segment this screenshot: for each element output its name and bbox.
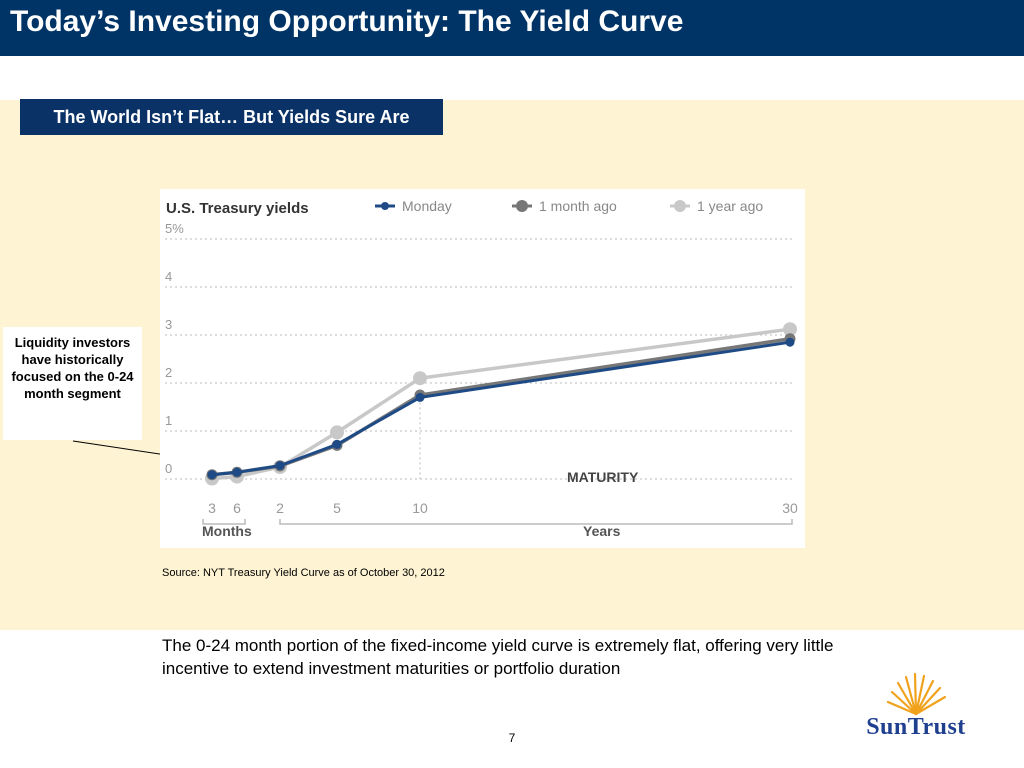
page-number: 7 [508, 731, 516, 745]
x-tick-label: 3 [208, 500, 216, 516]
y-tick-label: 5% [165, 221, 184, 236]
x-tick-label: 30 [782, 500, 798, 516]
data-point-one_year [330, 425, 344, 440]
data-point-one_year [783, 322, 797, 337]
logo-wordmark: SunTrust [866, 714, 966, 740]
legend-marker-monday [381, 202, 389, 210]
data-point-monday [785, 337, 795, 347]
x-group-label-years: Years [583, 523, 621, 539]
x-tick-label: 6 [233, 500, 241, 516]
data-point-monday [232, 467, 242, 477]
x-group-label-months: Months [202, 523, 252, 539]
footnote-text: The 0-24 month portion of the fixed-inco… [162, 636, 834, 678]
callout-text: Liquidity investors have historically fo… [11, 335, 134, 401]
y-tick-label: 2 [165, 365, 172, 380]
suntrust-logo: SunTrust [858, 672, 974, 746]
legend-label-one_month: 1 month ago [539, 198, 617, 214]
y-tick-label: 1 [165, 413, 172, 428]
x-axis-label: MATURITY [567, 469, 639, 485]
data-point-monday [332, 439, 342, 449]
y-tick-label: 4 [165, 269, 172, 284]
data-point-one_year [413, 371, 427, 386]
yield-chart: U.S. Treasury yields Monday 1 month ago 1 y… [160, 189, 805, 548]
months-bracket [202, 519, 246, 525]
sunburst-icon [886, 672, 947, 716]
legend-label-one_year: 1 year ago [697, 198, 763, 214]
legend-marker-one_month [516, 200, 528, 212]
y-tick-label: 3 [165, 317, 172, 332]
slide-subtitle: The World Isn’t Flat… But Yields Sure Ar… [20, 99, 443, 135]
yield-chart-svg: U.S. Treasury yields Monday 1 month ago 1 y… [165, 198, 798, 539]
source-note: Source: NYT Treasury Yield Curve as of O… [162, 567, 445, 579]
chart-title: U.S. Treasury yields [166, 200, 309, 217]
title-bar: Today’s Investing Opportunity: The Yield… [0, 0, 1024, 56]
slide-title: Today’s Investing Opportunity: The Yield… [10, 5, 684, 38]
years-bracket [279, 519, 793, 525]
data-point-monday [207, 470, 217, 480]
x-tick-label: 5 [333, 500, 341, 516]
x-tick-label: 10 [412, 500, 428, 516]
legend-marker-one_year [674, 200, 686, 212]
y-tick-label: 0 [165, 461, 172, 476]
callout-box: Liquidity investors have historically fo… [3, 327, 142, 440]
data-point-monday [415, 392, 425, 402]
data-point-monday [275, 461, 285, 471]
x-tick-label: 2 [276, 500, 284, 516]
legend-label-monday: Monday [402, 198, 452, 214]
